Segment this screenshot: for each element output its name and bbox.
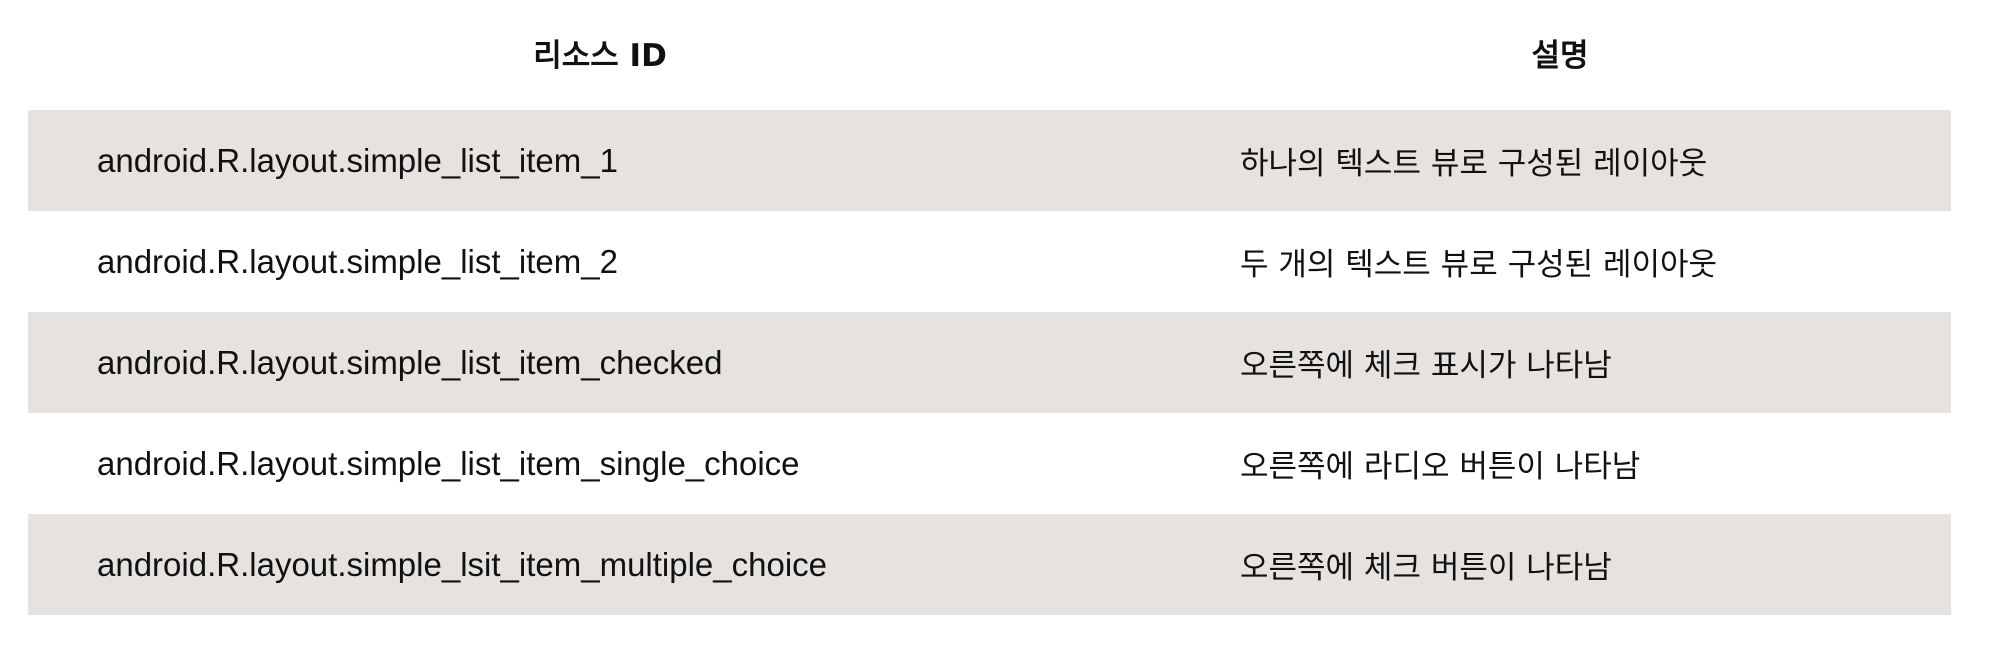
description-cell: 하나의 텍스트 뷰로 구성된 레이아웃 (1240, 146, 1708, 182)
resource-id-cell: android.R.layout.simple_list_item_checke… (97, 343, 723, 381)
table-row: android.R.layout.simple_lsit_item_multip… (28, 514, 1951, 615)
table-row: android.R.layout.simple_list_item_1 하나의 … (28, 110, 1951, 211)
header-description: 설명 (1531, 38, 1589, 74)
resource-id-cell: android.R.layout.simple_list_item_2 (97, 242, 618, 280)
table-row: android.R.layout.simple_list_item_single… (28, 413, 1951, 514)
table-row: android.R.layout.simple_list_item_2 두 개의… (28, 211, 1951, 312)
table-row: android.R.layout.simple_list_item_checke… (28, 312, 1951, 413)
description-cell: 오른쪽에 체크 표시가 나타남 (1240, 348, 1612, 384)
header-resource-id: 리소스 ID (533, 38, 667, 74)
description-cell: 오른쪽에 라디오 버튼이 나타남 (1240, 449, 1641, 485)
table-body: android.R.layout.simple_list_item_1 하나의 … (28, 110, 1951, 615)
resource-id-cell: android.R.layout.simple_list_item_single… (97, 444, 800, 482)
resource-id-cell: android.R.layout.simple_list_item_1 (97, 141, 618, 179)
description-cell: 오른쪽에 체크 버튼이 나타남 (1240, 550, 1612, 586)
table-header-row: 리소스 ID 설명 (28, 0, 1951, 110)
resource-id-cell: android.R.layout.simple_lsit_item_multip… (97, 545, 828, 583)
resource-table: 리소스 ID 설명 android.R.layout.simple_list_i… (28, 0, 1951, 615)
description-cell: 두 개의 텍스트 뷰로 구성된 레이아웃 (1240, 247, 1718, 283)
